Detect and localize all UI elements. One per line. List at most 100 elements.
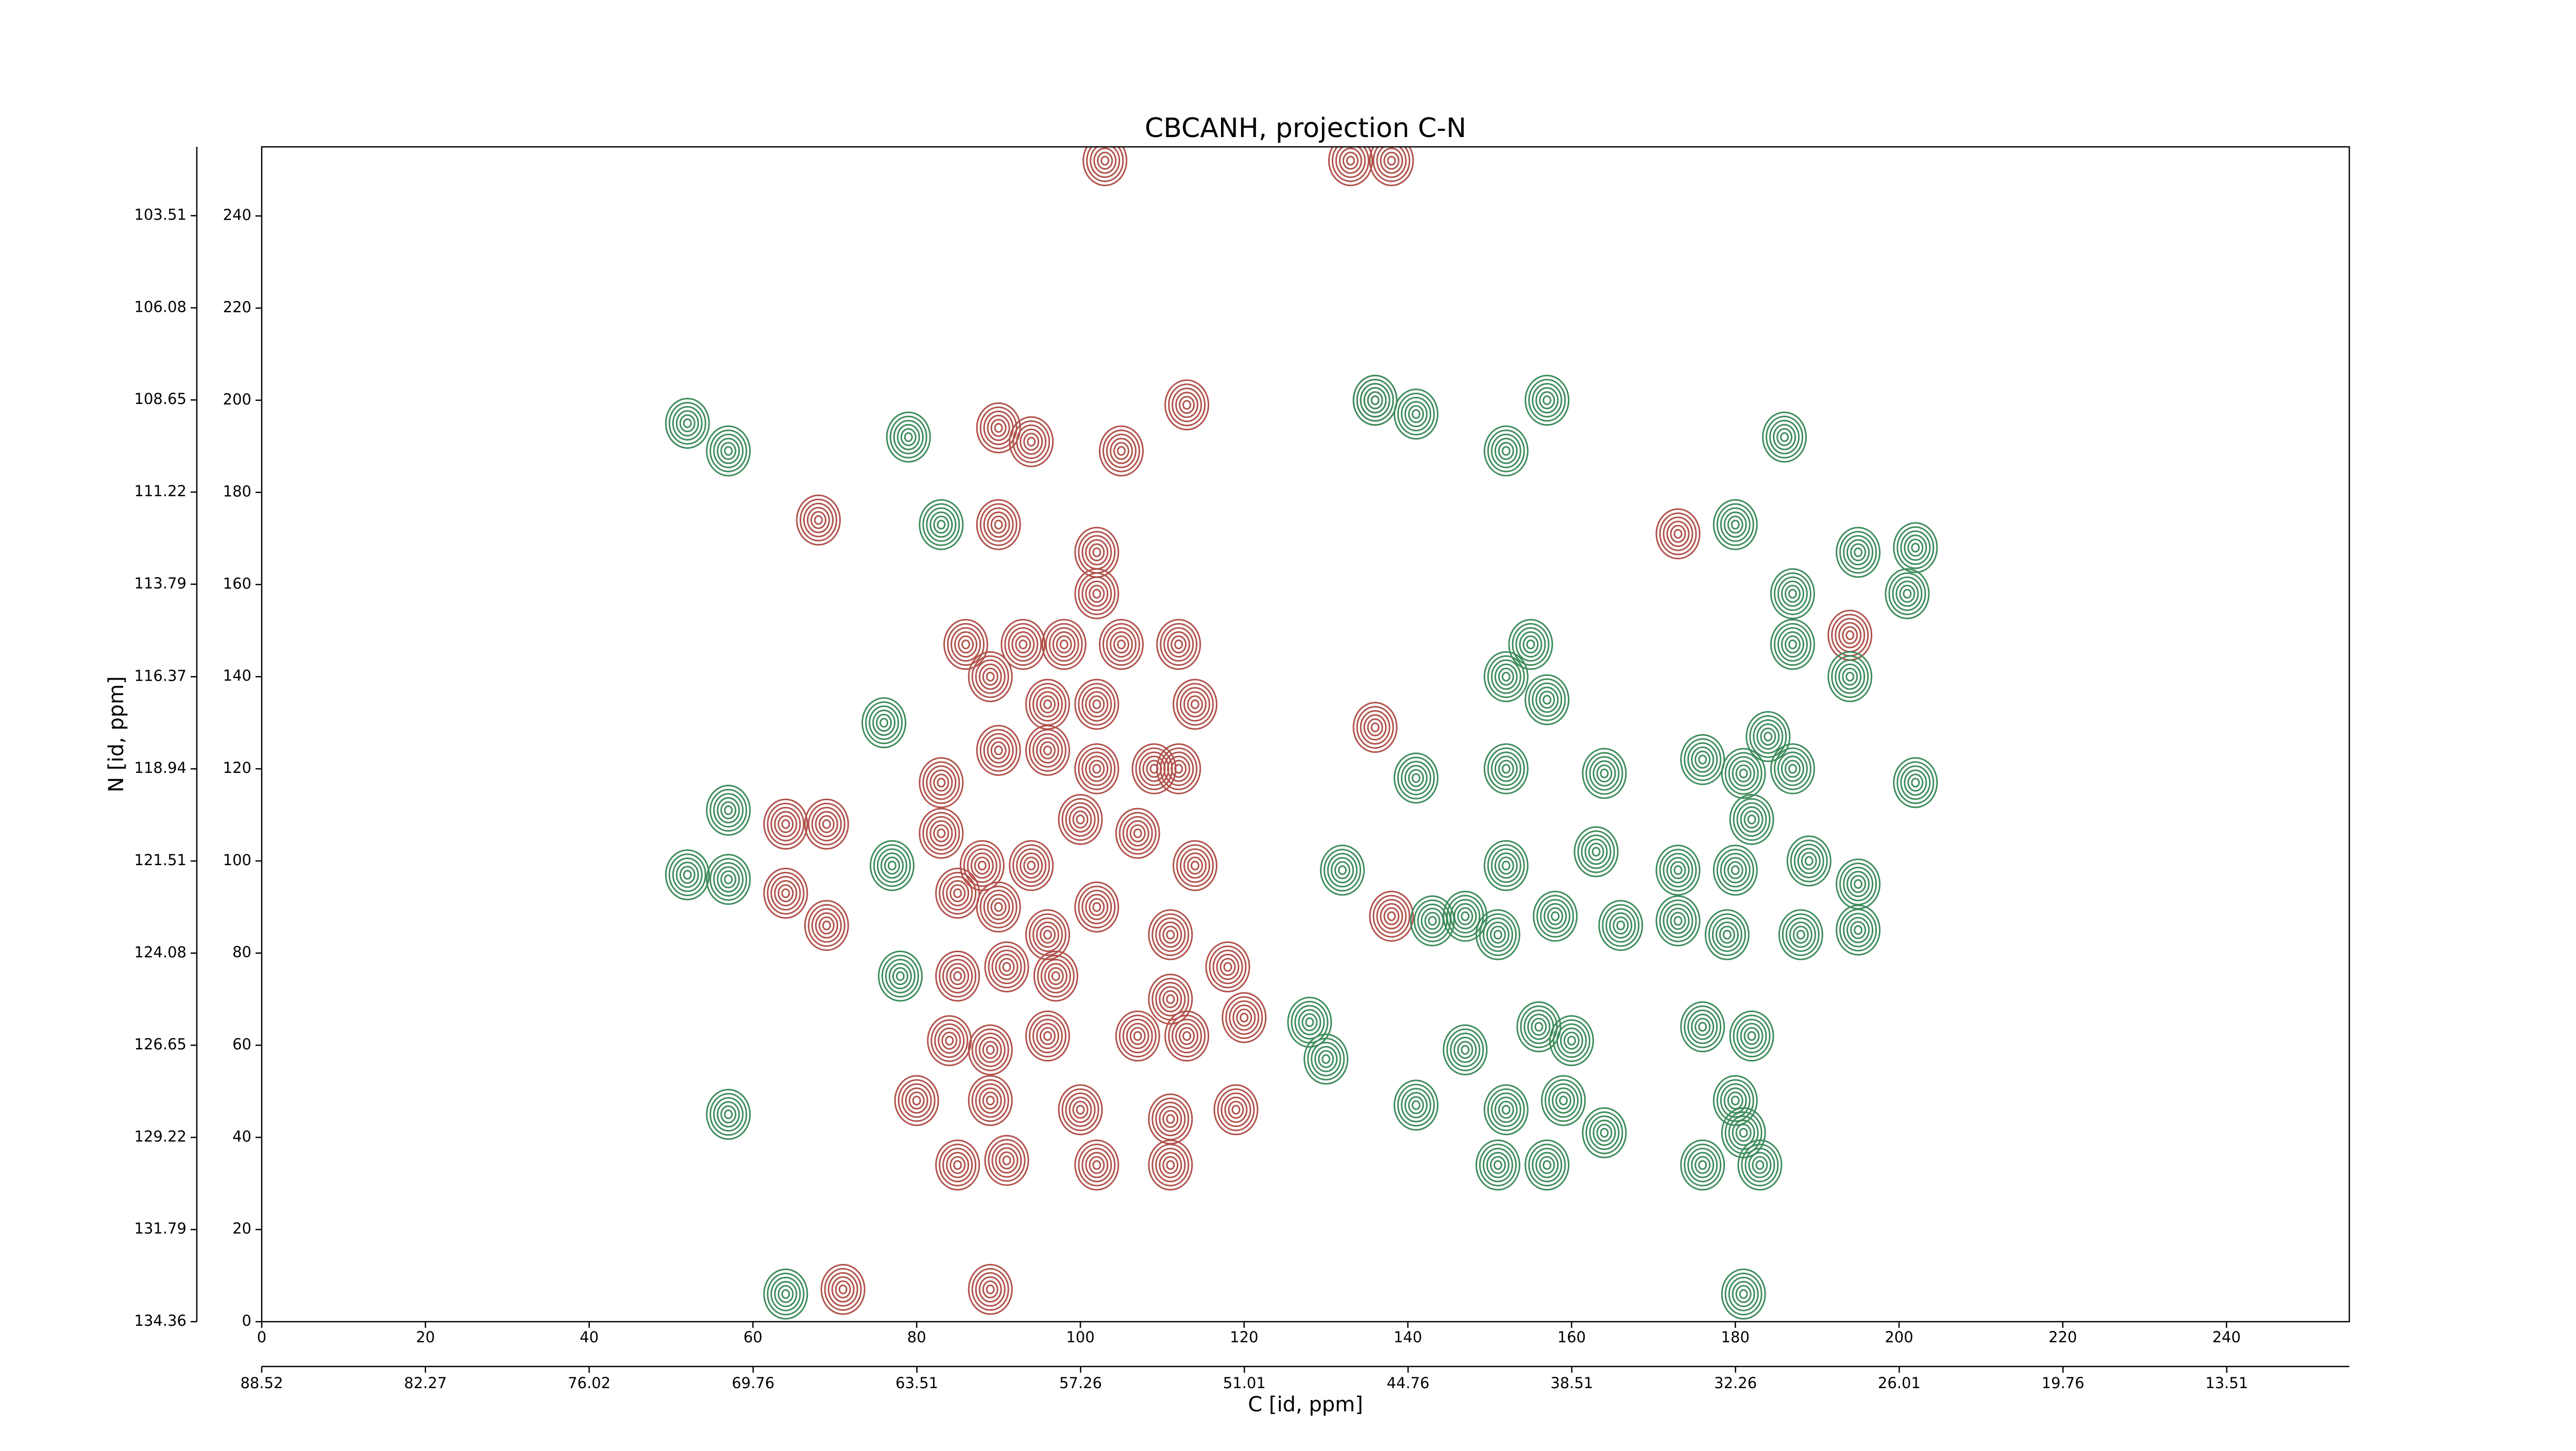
peak: [1041, 619, 1087, 670]
contour-ring: [1741, 1143, 1779, 1187]
peak: [968, 651, 1013, 702]
contour-ring: [1600, 768, 1609, 779]
contour-ring: [1089, 695, 1105, 714]
contour-ring: [971, 655, 1009, 698]
contour-ring: [1129, 1027, 1146, 1045]
contour-ring: [1786, 835, 1832, 887]
contour-ring: [1159, 986, 1182, 1013]
contour-ring: [1777, 576, 1808, 611]
contour-ring: [926, 765, 957, 800]
contour-ring: [1074, 568, 1120, 619]
chart-title: CBCANH, projection C-N: [1145, 113, 1466, 144]
contour-ring: [1494, 755, 1518, 782]
contour-ring: [1028, 683, 1066, 726]
contour-ring: [1171, 760, 1187, 778]
peak: [1721, 1268, 1766, 1320]
contour-ring: [1729, 1010, 1774, 1062]
peak: [1541, 1075, 1586, 1126]
contour-ring: [1555, 1091, 1572, 1110]
contour-ring: [1213, 1084, 1259, 1136]
contour-ring: [1175, 392, 1199, 418]
contour-ring: [1294, 1005, 1325, 1040]
peak: [706, 425, 751, 477]
contour-ring: [1404, 401, 1428, 428]
contour-ring: [1360, 710, 1391, 745]
contour-ring: [777, 884, 794, 902]
contour-ring: [1383, 151, 1400, 170]
contour-ring: [990, 418, 1007, 437]
contour-ring: [1025, 909, 1070, 960]
contour-ring: [1663, 853, 1693, 888]
x2-tick-label: 88.52: [240, 1374, 283, 1392]
contour-ring: [1036, 691, 1059, 718]
contour-ring: [954, 631, 978, 658]
contour-ring: [1831, 655, 1869, 698]
contour-ring: [1721, 1268, 1766, 1320]
contour-ring: [1895, 580, 1919, 607]
contour-ring: [941, 1032, 958, 1050]
contour-ring: [1043, 1031, 1052, 1041]
peak: [1164, 1010, 1210, 1062]
contour-ring: [942, 875, 973, 910]
contour-ring: [1904, 534, 1927, 561]
contour-ring: [1217, 1088, 1255, 1132]
contour-ring: [1025, 1010, 1070, 1062]
contour-ring: [1133, 828, 1142, 838]
contour-ring: [988, 946, 1026, 989]
contour-ring: [1179, 396, 1195, 414]
contour-ring: [1116, 446, 1126, 456]
contour-ring: [1903, 588, 1912, 599]
contour-ring: [1888, 572, 1926, 615]
contour-ring: [1694, 750, 1711, 769]
contour-ring: [1501, 1105, 1511, 1115]
contour-ring: [1167, 755, 1191, 782]
contour-ring: [811, 806, 842, 841]
contour-ring: [1899, 584, 1916, 603]
contour-ring: [1446, 895, 1484, 938]
contour-ring: [1475, 1139, 1520, 1191]
x-tick-label: 60: [743, 1328, 762, 1346]
contour-ring: [877, 848, 908, 883]
contour-ring: [1784, 635, 1801, 654]
contour-ring: [1172, 1019, 1202, 1054]
contour-ring: [1533, 890, 1578, 942]
peak: [861, 697, 907, 749]
contour-ring: [824, 1268, 862, 1311]
contour-ring: [1528, 379, 1566, 422]
contour-ring: [1584, 838, 1608, 865]
peak: [1762, 411, 1807, 463]
contour-ring: [1148, 1139, 1193, 1191]
contour-ring: [1541, 1075, 1586, 1126]
contour-ring: [1074, 743, 1120, 795]
contour-ring: [1728, 756, 1759, 791]
contour-ring: [827, 1272, 858, 1307]
contour-ring: [1535, 1152, 1559, 1178]
contour-ring: [1023, 432, 1040, 451]
contour-ring: [1896, 526, 1935, 569]
peak: [1074, 679, 1120, 730]
contour-ring: [1516, 1001, 1562, 1053]
contour-ring: [1043, 745, 1052, 755]
x2-tick-label: 51.01: [1223, 1374, 1266, 1392]
contour-ring: [1498, 760, 1514, 778]
contour-ring: [1032, 917, 1063, 952]
peak: [1704, 909, 1750, 960]
contour-ring: [873, 844, 911, 887]
contour-ring: [1698, 754, 1707, 765]
peak: [943, 619, 989, 670]
contour-ring: [1370, 395, 1380, 406]
contour-ring: [1376, 899, 1407, 934]
peak: [1115, 1010, 1160, 1062]
contour-ring: [1229, 1000, 1260, 1035]
contour-ring: [1401, 397, 1432, 432]
contour-ring: [814, 515, 823, 525]
contour-ring: [1453, 1036, 1477, 1063]
contour-ring: [1850, 875, 1867, 893]
peak: [1786, 835, 1832, 887]
y2-tick-label: 131.79: [134, 1220, 187, 1237]
contour-ring: [1736, 802, 1767, 837]
contour-ring: [1536, 895, 1574, 938]
contour-ring: [1744, 1148, 1775, 1183]
contour-ring: [1228, 1101, 1244, 1119]
contour-ring: [937, 519, 946, 530]
